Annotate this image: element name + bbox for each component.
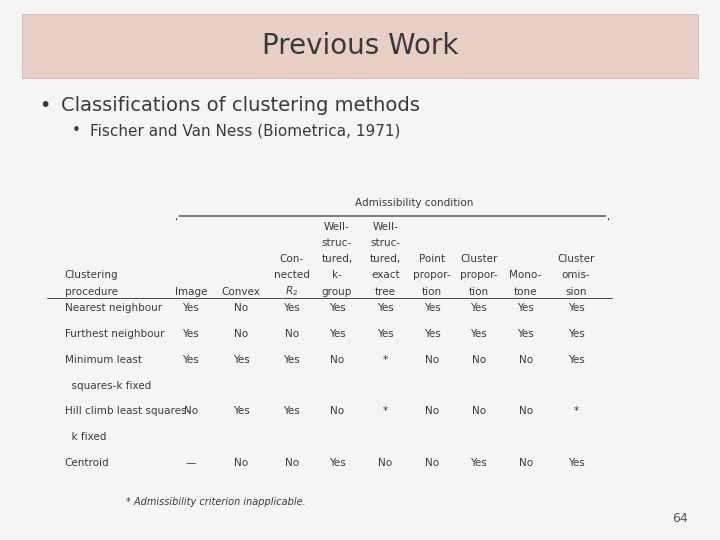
Text: Yes: Yes: [470, 458, 487, 468]
Text: Cluster: Cluster: [557, 254, 595, 264]
Text: Yes: Yes: [283, 303, 300, 313]
Text: sion: sion: [565, 287, 587, 296]
Text: Yes: Yes: [517, 303, 534, 313]
Text: No: No: [184, 407, 198, 416]
Text: squares-k fixed: squares-k fixed: [65, 381, 151, 390]
Text: tion: tion: [422, 287, 442, 296]
Text: omis-: omis-: [562, 271, 590, 280]
Text: 64: 64: [672, 512, 688, 525]
Text: $R_2$: $R_2$: [285, 285, 298, 299]
Text: Fischer and Van Ness (Biometrica, 1971): Fischer and Van Ness (Biometrica, 1971): [90, 123, 400, 138]
Text: k fixed: k fixed: [65, 433, 106, 442]
Text: No: No: [284, 329, 299, 339]
Text: Well-: Well-: [324, 222, 350, 232]
Text: struc-: struc-: [370, 238, 400, 248]
Text: No: No: [284, 458, 299, 468]
FancyBboxPatch shape: [22, 14, 698, 78]
Text: nected: nected: [274, 271, 310, 280]
Text: Yes: Yes: [328, 329, 346, 339]
Text: No: No: [472, 355, 486, 365]
Text: No: No: [472, 407, 486, 416]
Text: k-: k-: [332, 271, 342, 280]
Text: Yes: Yes: [470, 303, 487, 313]
Text: Yes: Yes: [328, 303, 346, 313]
Text: Classifications of clustering methods: Classifications of clustering methods: [61, 96, 420, 115]
Text: Previous Work: Previous Work: [262, 32, 458, 60]
Text: tree: tree: [374, 287, 396, 296]
Text: Yes: Yes: [233, 355, 250, 365]
Text: Yes: Yes: [182, 355, 199, 365]
Text: No: No: [330, 407, 344, 416]
Text: Hill climb least squares-: Hill climb least squares-: [65, 407, 190, 416]
Text: No: No: [518, 355, 533, 365]
Text: * Admissibility criterion inapplicable.: * Admissibility criterion inapplicable.: [126, 497, 306, 508]
Text: Yes: Yes: [470, 329, 487, 339]
Text: Image: Image: [174, 287, 207, 296]
Text: Yes: Yes: [423, 329, 441, 339]
Text: Yes: Yes: [567, 303, 585, 313]
Text: Furthest neighbour: Furthest neighbour: [65, 329, 164, 339]
Text: propor-: propor-: [460, 271, 498, 280]
Text: •: •: [72, 123, 81, 138]
Text: No: No: [330, 355, 344, 365]
Text: Yes: Yes: [567, 458, 585, 468]
Text: struc-: struc-: [322, 238, 352, 248]
Text: No: No: [425, 458, 439, 468]
Text: Point: Point: [419, 254, 445, 264]
Text: exact: exact: [371, 271, 400, 280]
Text: tone: tone: [514, 287, 537, 296]
Text: Yes: Yes: [182, 329, 199, 339]
Text: Convex: Convex: [222, 287, 261, 296]
Text: procedure: procedure: [65, 287, 118, 296]
Text: tured,: tured,: [321, 254, 353, 264]
Text: •: •: [40, 96, 51, 115]
Text: Yes: Yes: [567, 329, 585, 339]
Text: Centroid: Centroid: [65, 458, 109, 468]
Text: Cluster: Cluster: [460, 254, 498, 264]
Text: Clustering: Clustering: [65, 271, 118, 280]
Text: —: —: [186, 458, 196, 468]
Text: Yes: Yes: [567, 355, 585, 365]
Text: No: No: [425, 355, 439, 365]
Text: Yes: Yes: [283, 407, 300, 416]
Text: No: No: [378, 458, 392, 468]
Text: propor-: propor-: [413, 271, 451, 280]
Text: No: No: [234, 458, 248, 468]
Text: Mono-: Mono-: [510, 271, 541, 280]
Text: Yes: Yes: [423, 303, 441, 313]
Text: Yes: Yes: [328, 458, 346, 468]
Text: Yes: Yes: [283, 355, 300, 365]
Text: Well-: Well-: [372, 222, 398, 232]
Text: No: No: [425, 407, 439, 416]
Text: group: group: [322, 287, 352, 296]
Text: No: No: [234, 303, 248, 313]
Text: *: *: [573, 407, 579, 416]
Text: Yes: Yes: [233, 407, 250, 416]
Text: Con-: Con-: [279, 254, 304, 264]
Text: Minimum least: Minimum least: [65, 355, 142, 365]
Text: tion: tion: [469, 287, 489, 296]
Text: *: *: [382, 407, 388, 416]
Text: Yes: Yes: [182, 303, 199, 313]
Text: *: *: [382, 355, 388, 365]
Text: No: No: [518, 407, 533, 416]
Text: Nearest neighbour: Nearest neighbour: [65, 303, 162, 313]
Text: No: No: [234, 329, 248, 339]
Text: Yes: Yes: [377, 329, 394, 339]
Text: Admissibility condition: Admissibility condition: [355, 198, 473, 208]
Text: Yes: Yes: [377, 303, 394, 313]
Text: tured,: tured,: [369, 254, 401, 264]
Text: No: No: [518, 458, 533, 468]
Text: Yes: Yes: [517, 329, 534, 339]
